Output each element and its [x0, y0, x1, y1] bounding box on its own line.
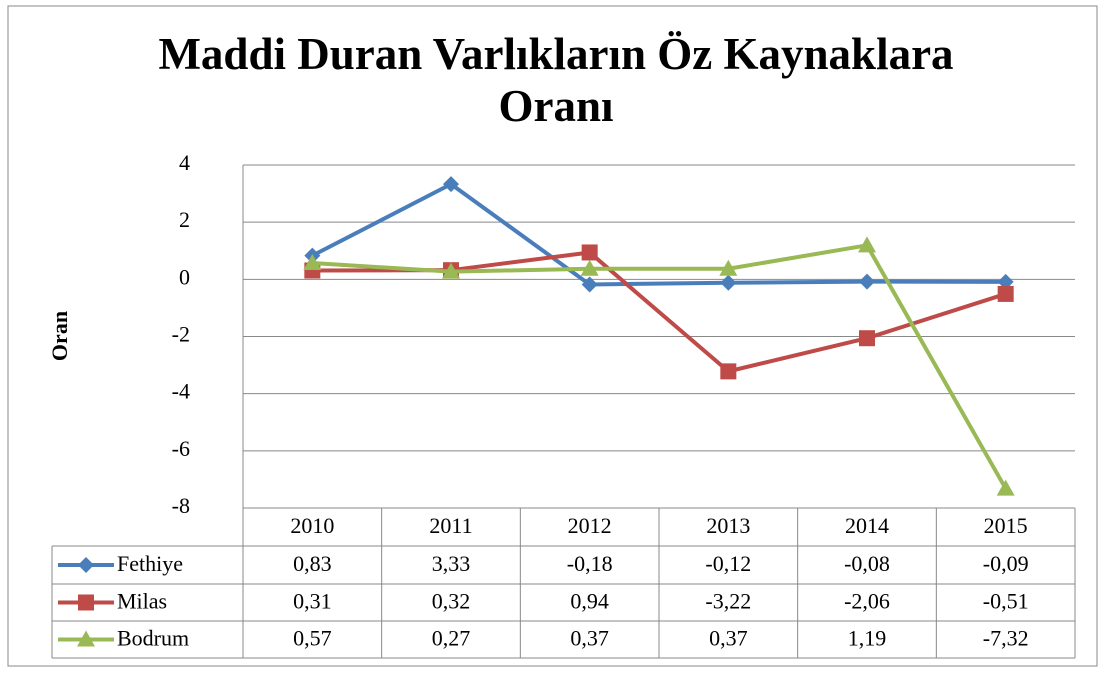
table-value: -0,09: [983, 551, 1029, 576]
series-line: [311, 182, 1006, 287]
y-tick-label: -6: [172, 436, 190, 461]
y-tick-label: -8: [172, 493, 190, 518]
marker: [997, 273, 1014, 290]
marker: [720, 274, 737, 291]
y-tick-label: 4: [179, 150, 190, 175]
marker: [859, 273, 875, 290]
marker: [719, 259, 738, 276]
marker: [858, 236, 876, 253]
y-tick-label: -4: [172, 379, 190, 404]
table-value: 0,94: [570, 589, 609, 614]
table-value: -2,06: [844, 589, 890, 614]
marker: [77, 630, 95, 647]
table-value: 1,19: [848, 626, 887, 651]
table-value: -7,32: [983, 626, 1029, 651]
marker: [442, 262, 460, 279]
table-value: 0,27: [432, 626, 471, 651]
x-tick-label: 2014: [845, 513, 889, 538]
marker: [581, 244, 598, 261]
legend-label: Bodrum: [117, 626, 189, 651]
table-value: 0,32: [432, 589, 471, 614]
table-value: -0,18: [567, 551, 613, 576]
x-tick-label: 2012: [568, 513, 612, 538]
table-value: 0,37: [570, 626, 609, 651]
x-tick-label: 2013: [706, 513, 750, 538]
table-value: -0,12: [705, 551, 751, 576]
y-tick-label: -2: [172, 322, 190, 347]
y-tick-label: 2: [179, 207, 190, 232]
marker: [996, 479, 1015, 496]
table-value: 0,31: [293, 589, 332, 614]
table-value: 3,33: [432, 551, 471, 576]
marker: [581, 276, 598, 293]
table-value: -0,51: [983, 589, 1029, 614]
legend-label: Fethiye: [117, 551, 183, 576]
chart-title: Maddi Duran Varlıkların Öz Kaynaklara Or…: [158, 29, 954, 131]
legend-label: Milas: [117, 589, 167, 614]
x-tick-label: 2011: [429, 513, 472, 538]
y-axis-label: Oran: [47, 311, 72, 361]
marker: [859, 330, 875, 347]
table-value: 0,83: [293, 551, 332, 576]
marker: [78, 557, 94, 573]
marker: [720, 363, 737, 380]
x-tick-label: 2010: [290, 513, 334, 538]
table-value: 0,37: [709, 626, 748, 651]
marker: [580, 259, 599, 276]
marker: [443, 176, 459, 193]
x-tick-label: 2015: [984, 513, 1028, 538]
marker: [303, 254, 322, 271]
table-value: 0,57: [293, 626, 332, 651]
table-value: -3,22: [705, 589, 751, 614]
y-tick-label: 0: [179, 264, 190, 289]
series-line: [312, 243, 1008, 490]
table-value: -0,08: [844, 551, 890, 576]
marker: [78, 594, 94, 611]
marker: [997, 285, 1014, 302]
